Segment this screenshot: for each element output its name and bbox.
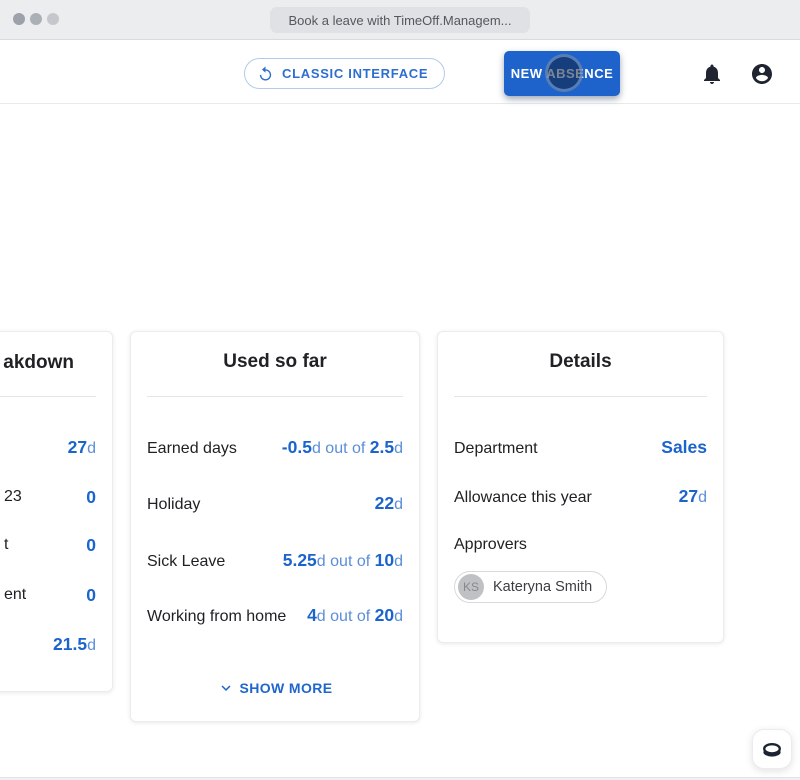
details-card: Details Department Sales Allowance this … (437, 331, 724, 643)
account-circle-icon (752, 64, 772, 84)
close-window-button[interactable] (13, 13, 25, 25)
bell-icon (704, 64, 720, 84)
details-row-approvers: Approvers (454, 536, 527, 553)
approver-avatar: KS (458, 574, 484, 600)
breakdown-row-label: ent (4, 586, 27, 603)
breakdown-value: 0 (86, 487, 96, 507)
window-bottom-edge (0, 777, 800, 780)
breakdown-row-label: 23 (4, 488, 22, 505)
used-so-far-card: Used so far Earned days -0.5d out of 2.5… (130, 331, 420, 722)
breakdown-value: 0 (86, 585, 96, 605)
zoom-window-button[interactable] (47, 13, 59, 25)
divider (0, 396, 96, 397)
show-more-button[interactable]: SHOW MORE (200, 678, 350, 698)
window-titlebar: Book a leave with TimeOff.Managem... (0, 0, 800, 40)
new-absence-button[interactable]: NEW ABSENCE (504, 51, 620, 96)
account-button[interactable] (750, 62, 774, 86)
breakdown-card: akdown 27d 23 0 t 0 ent 0 21.5d (0, 331, 113, 692)
approver-name: Kateryna Smith (493, 579, 593, 595)
breakdown-card-title: akdown (3, 352, 74, 373)
divider (147, 396, 403, 397)
used-row-sick-leave: Sick Leave 5.25d out of 10d (147, 550, 403, 570)
classic-interface-label: CLASSIC INTERFACE (282, 66, 429, 81)
breakdown-row-label: t (4, 536, 9, 553)
show-more-label: SHOW MORE (239, 680, 333, 696)
details-row-department: Department Sales (454, 437, 707, 457)
used-so-far-title: Used so far (223, 351, 327, 372)
minimize-window-button[interactable] (30, 13, 42, 25)
details-row-allowance: Allowance this year 27d (454, 486, 707, 506)
chevron-down-icon (221, 685, 231, 691)
breakdown-value: 27d (67, 437, 96, 457)
classic-interface-button[interactable]: CLASSIC INTERFACE (244, 58, 446, 89)
chat-widget-button[interactable] (752, 729, 792, 769)
breakdown-value: 0 (86, 535, 96, 555)
used-row-working-from-home: Working from home 4d out of 20d (147, 605, 403, 625)
browser-tab-title: Book a leave with TimeOff.Managem... (270, 7, 530, 33)
breakdown-value: 21.5d (53, 634, 96, 654)
approver-chip[interactable]: KS Kateryna Smith (454, 571, 608, 603)
divider (454, 396, 707, 397)
notifications-button[interactable] (700, 62, 724, 86)
used-row-earned-days: Earned days -0.5d out of 2.5d (147, 437, 403, 457)
details-title: Details (549, 351, 612, 372)
restore-icon (259, 66, 272, 81)
buzzer-icon (763, 743, 781, 757)
tab-title-text: Book a leave with TimeOff.Managem... (288, 12, 512, 28)
used-row-holiday: Holiday 22d (147, 493, 403, 513)
app-toolbar: CLASSIC INTERFACE NEW ABSENCE (0, 41, 800, 104)
